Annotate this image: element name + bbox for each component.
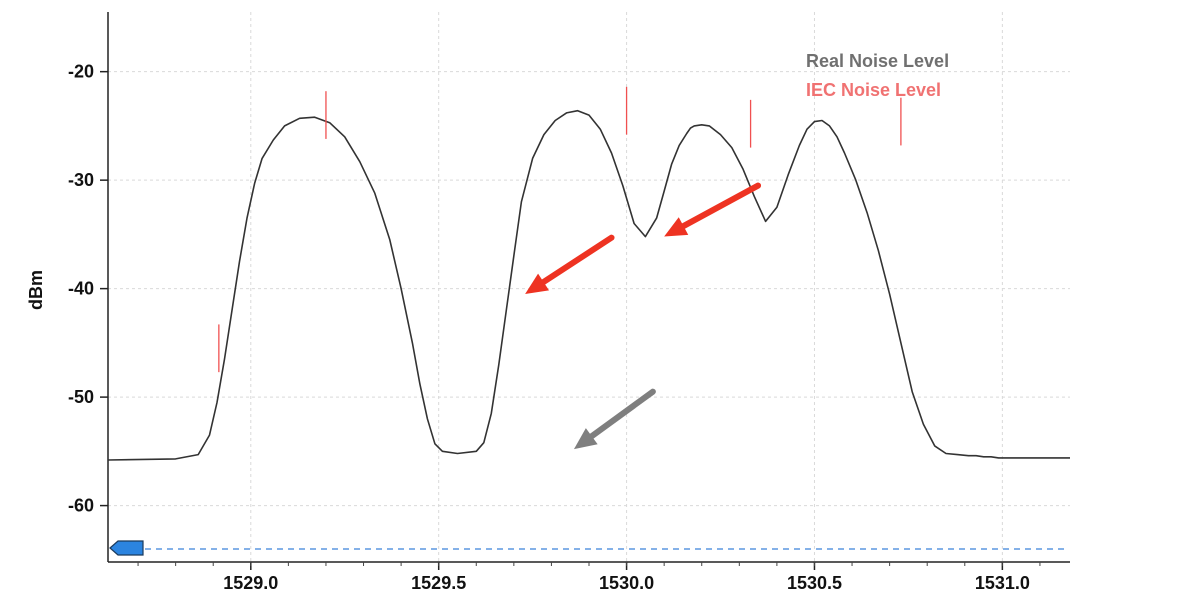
annotation-arrow-shaft-1 (540, 234, 615, 286)
annotation-arrow-head-2 (573, 428, 598, 450)
y-axis-title: dBm (26, 270, 46, 310)
y-tick-label-4: -60 (68, 496, 94, 516)
y-tick-label-1: -30 (68, 170, 94, 190)
x-tick-label-2: 1530.0 (599, 573, 654, 593)
legend-iec-noise-level: IEC Noise Level (806, 80, 941, 100)
annotation-arrows (525, 182, 762, 450)
annotation-arrow-head-1 (525, 273, 550, 295)
annotation-arrow-shaft-2 (588, 388, 656, 440)
x-tick-label-1: 1529.5 (411, 573, 466, 593)
tick-labels: -20 -30 -40 -50 -60 1529.0 1529.5 1530.0 1530.5 1… (68, 62, 1030, 593)
y-tick-label-2: -40 (68, 279, 94, 299)
axes (100, 12, 1070, 570)
legend-real-noise-level: Real Noise Level (806, 51, 949, 71)
noise-markers (218, 86, 902, 373)
x-tick-label-0: 1529.0 (223, 573, 278, 593)
plot-area (108, 12, 1070, 562)
series-line-0 (107, 109, 1070, 461)
series-group (107, 109, 1070, 461)
y-tick-label-0: -20 (68, 62, 94, 82)
x-tick-label-4: 1531.0 (975, 573, 1030, 593)
x-tick-label-3: 1530.5 (787, 573, 842, 593)
annotation-arrow-shaft-0 (680, 182, 762, 230)
y-tick-label-3: -50 (68, 387, 94, 407)
reference-marker-icon[interactable] (109, 540, 144, 556)
annotation-arrow-head-0 (664, 217, 689, 237)
